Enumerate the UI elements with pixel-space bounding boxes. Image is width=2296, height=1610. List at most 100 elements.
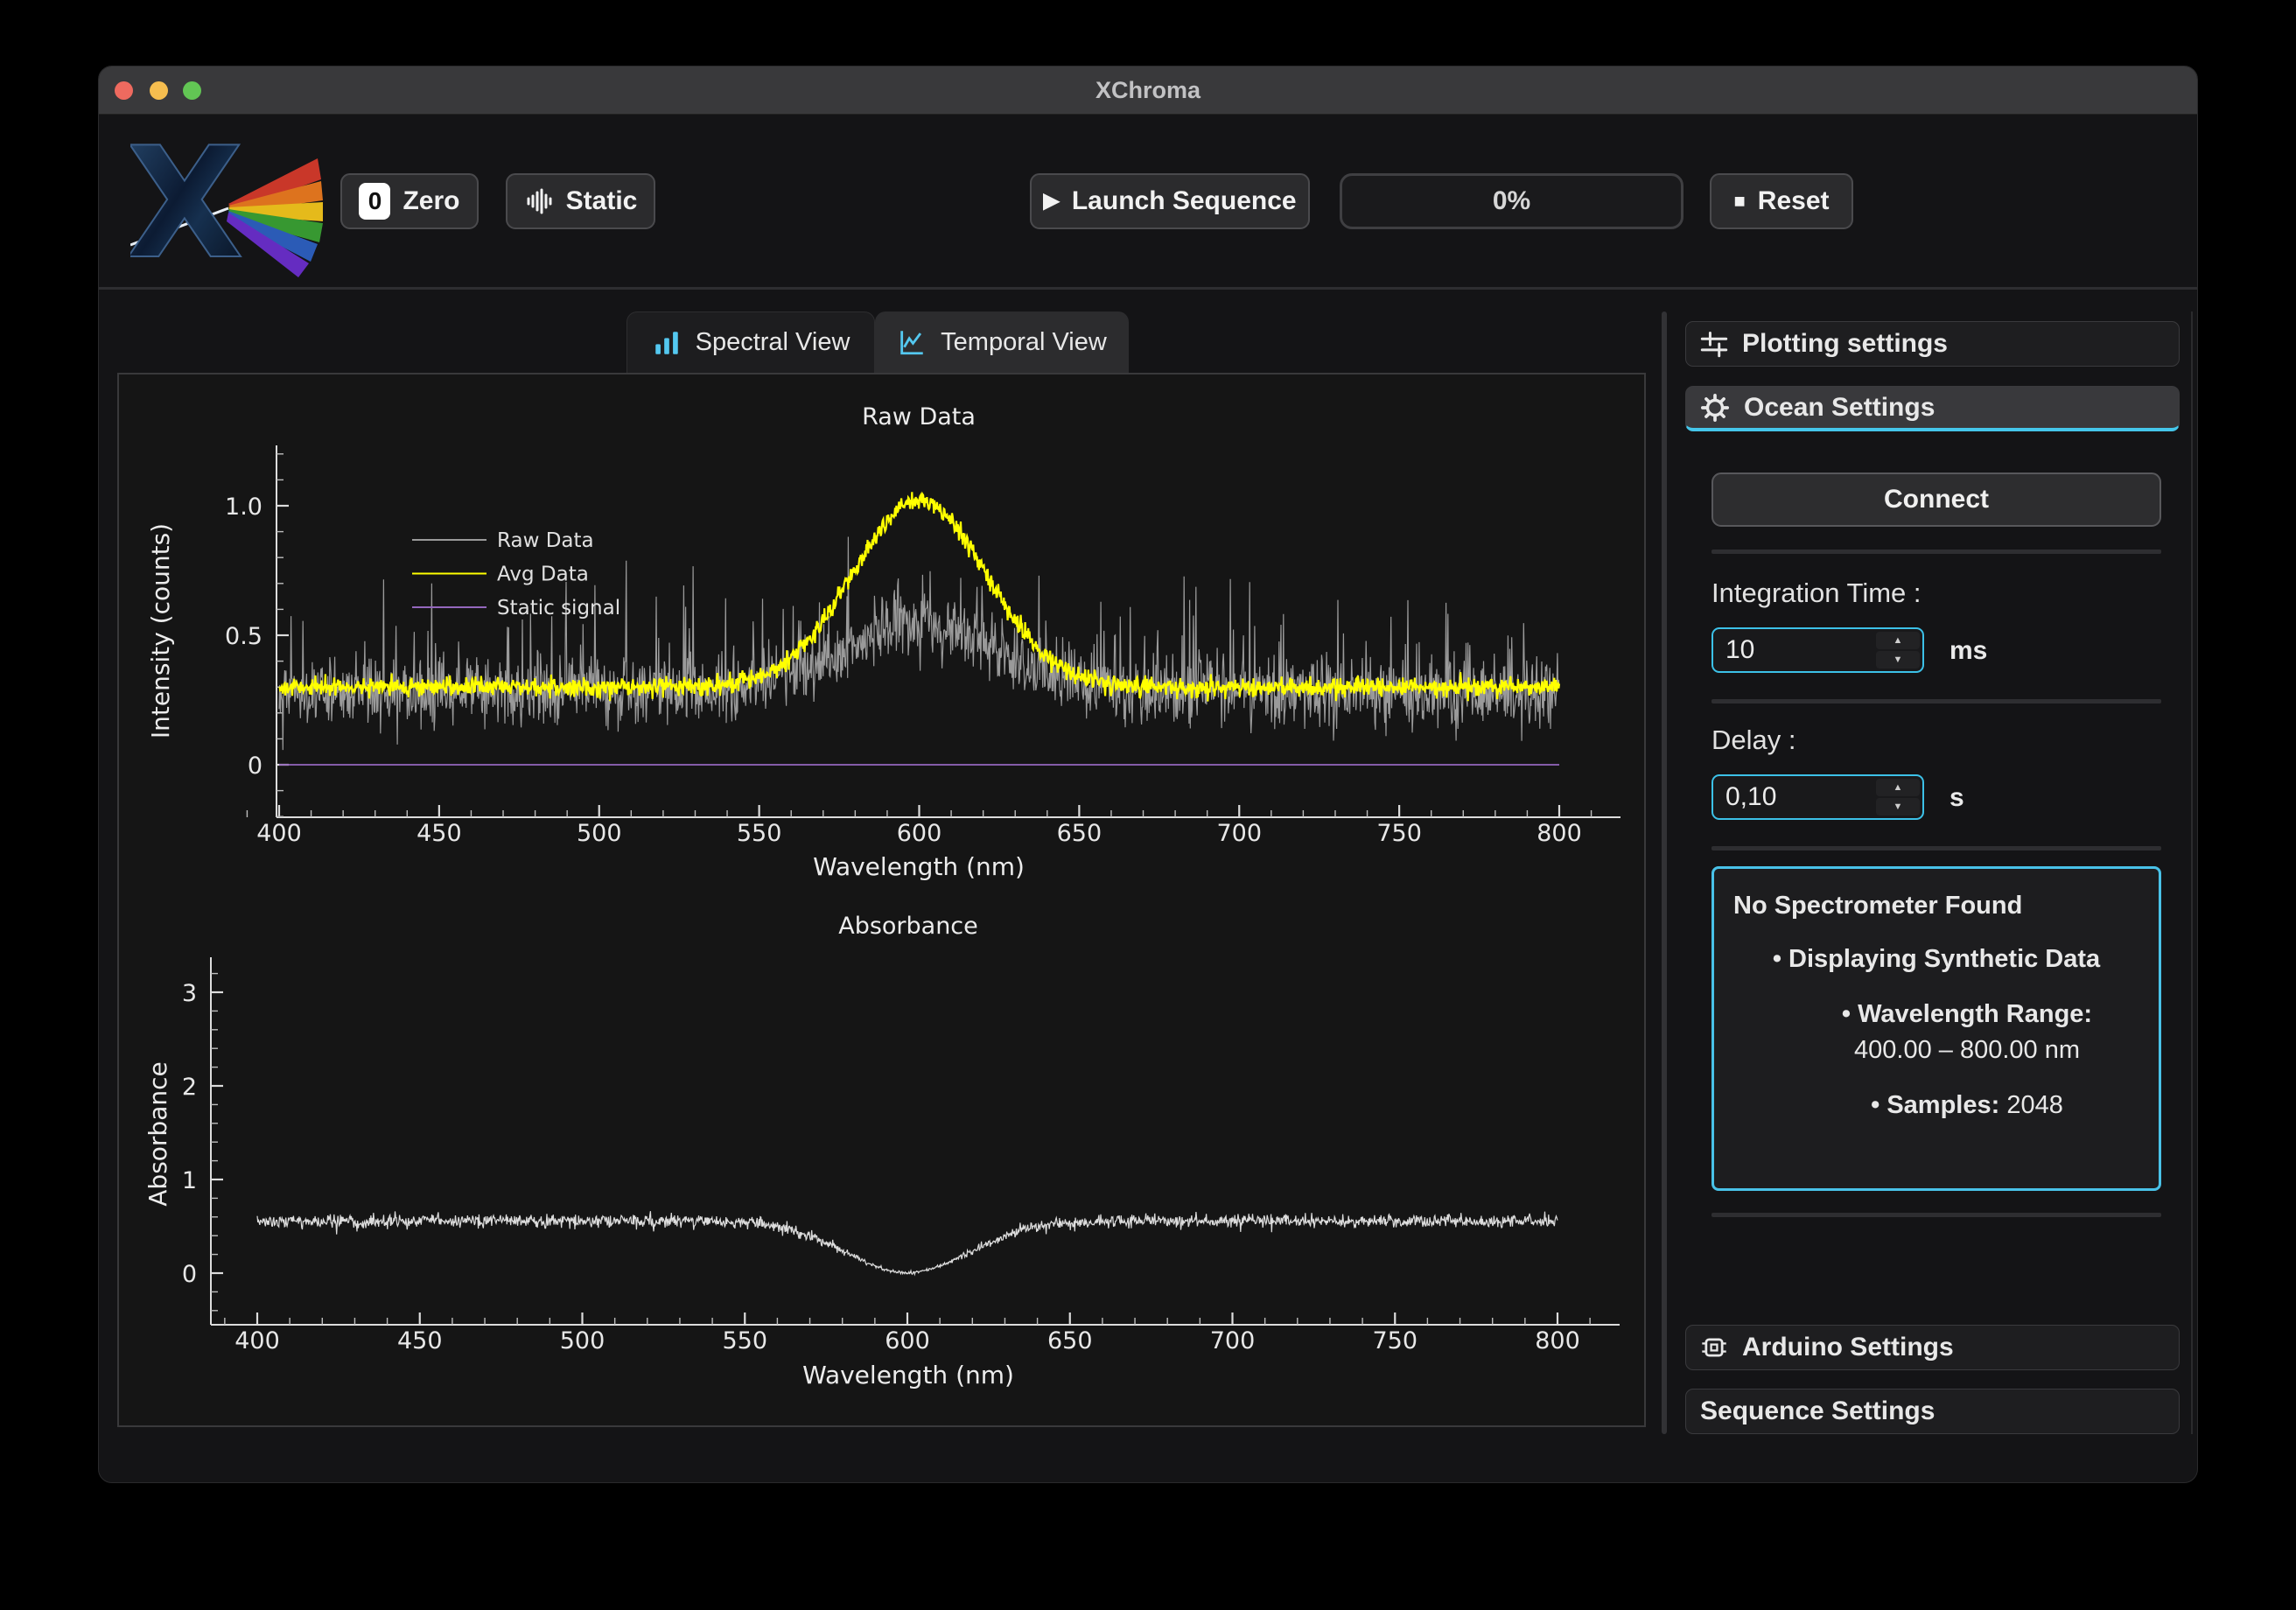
zero-icon: 0: [359, 183, 391, 220]
svg-text:Absorbance: Absorbance: [838, 913, 978, 940]
connect-button[interactable]: Connect: [1712, 472, 2161, 527]
window-title: XChroma: [1095, 77, 1201, 103]
svg-text:550: 550: [737, 820, 782, 847]
integration-unit-label: ms: [1950, 636, 1988, 665]
separator: [1712, 846, 2161, 850]
svg-text:800: 800: [1536, 820, 1582, 847]
panel-splitter-handle[interactable]: [1662, 312, 1667, 1434]
status-synthetic-data: • Displaying Synthetic Data: [1772, 945, 2101, 973]
spin-down-icon[interactable]: ▼: [1876, 798, 1920, 816]
plotting-settings-label: Plotting settings: [1742, 329, 1948, 358]
accordion-sequence-settings[interactable]: Sequence Settings: [1685, 1389, 2180, 1434]
stop-icon: ■: [1733, 190, 1746, 212]
delay-label: Delay :: [1712, 724, 1796, 755]
chip-icon: [1702, 1338, 1726, 1357]
svg-text:Wavelength (nm): Wavelength (nm): [813, 852, 1025, 881]
separator: [1712, 550, 2161, 554]
sequence-progress-bar: 0%: [1340, 173, 1684, 229]
status-wavelength-label: • Wavelength Range:: [1841, 1000, 2093, 1028]
accordion-plotting-settings[interactable]: Plotting settings: [1685, 321, 2180, 367]
svg-text:400: 400: [256, 820, 302, 847]
progress-percent: 0%: [1492, 186, 1531, 215]
separator: [1712, 699, 2161, 704]
svg-text:500: 500: [577, 820, 622, 847]
connect-button-label: Connect: [1884, 485, 1989, 514]
svg-text:2: 2: [182, 1074, 197, 1101]
status-samples-label: • Samples:: [1871, 1091, 2000, 1119]
play-icon: ▶: [1043, 189, 1060, 213]
launch-sequence-button[interactable]: ▶ Launch Sequence: [1030, 173, 1310, 229]
status-samples-value: 2048: [2006, 1091, 2063, 1119]
tab-spectral-view[interactable]: Spectral View: [626, 312, 875, 373]
minimize-window-icon[interactable]: [150, 81, 168, 100]
xchroma-logo: X: [130, 118, 323, 286]
svg-text:650: 650: [1057, 820, 1102, 847]
spin-up-icon[interactable]: ▲: [1876, 779, 1920, 796]
svg-text:Static signal: Static signal: [497, 597, 620, 620]
svg-text:0: 0: [248, 752, 262, 780]
bar-chart-icon: [654, 331, 678, 354]
tab-temporal-label: Temporal View: [941, 327, 1107, 356]
reset-button-label: Reset: [1757, 186, 1830, 215]
line-chart-icon: [900, 331, 923, 355]
zero-button[interactable]: 0 Zero: [340, 173, 479, 229]
spin-down-icon[interactable]: ▼: [1876, 651, 1920, 668]
arduino-settings-label: Arduino Settings: [1742, 1333, 1954, 1362]
svg-text:550: 550: [722, 1327, 767, 1354]
svg-text:450: 450: [397, 1327, 443, 1354]
delay-input[interactable]: [1713, 776, 1873, 818]
toolbar-divider: [99, 287, 2197, 290]
integration-time-input[interactable]: [1713, 629, 1873, 671]
svg-text:Wavelength (nm): Wavelength (nm): [802, 1361, 1014, 1390]
svg-text:0.5: 0.5: [225, 623, 262, 650]
svg-text:700: 700: [1216, 820, 1262, 847]
svg-text:0: 0: [182, 1261, 197, 1288]
svg-text:700: 700: [1210, 1327, 1256, 1354]
status-title: No Spectrometer Found: [1733, 892, 2023, 920]
svg-text:Avg Data: Avg Data: [497, 564, 589, 586]
svg-text:Absorbance: Absorbance: [144, 1061, 172, 1206]
plot-panel: 400 450 500 550 600 650 700 750 800 0 0.5 1.0 Raw Da…: [117, 373, 1646, 1427]
svg-text:400: 400: [234, 1327, 280, 1354]
accordion-ocean-settings[interactable]: Ocean Settings: [1685, 386, 2180, 431]
reset-button[interactable]: ■ Reset: [1710, 173, 1853, 229]
svg-text:500: 500: [560, 1327, 606, 1354]
toolbar: X 0 Zero Static ▶ Launch Sequence 0% ■: [99, 115, 2197, 287]
spectral-charts: 400 450 500 550 600 650 700 750 800 0 0.5 1.0 Raw Da…: [144, 403, 1620, 1390]
svg-text:800: 800: [1535, 1327, 1580, 1354]
spin-buttons: ▲ ▼: [1873, 629, 1922, 671]
svg-text:750: 750: [1376, 820, 1422, 847]
waveform-icon: [527, 188, 552, 214]
tab-temporal-view[interactable]: Temporal View: [875, 312, 1129, 373]
svg-text:600: 600: [885, 1327, 930, 1354]
sequence-settings-label: Sequence Settings: [1700, 1396, 1936, 1425]
svg-text:450: 450: [416, 820, 462, 847]
settings-sidebar: Plotting settings Ocean Settings Connect…: [1685, 312, 2180, 1449]
maximize-window-icon[interactable]: [183, 81, 201, 100]
zero-button-label: Zero: [402, 186, 460, 215]
svg-text:1: 1: [182, 1167, 197, 1194]
delay-unit-label: s: [1950, 783, 1964, 812]
sliders-icon: [1700, 331, 1728, 358]
status-samples: • Samples: 2048: [1733, 1091, 2139, 1120]
svg-text:750: 750: [1372, 1327, 1418, 1354]
svg-text:Intensity (counts): Intensity (counts): [146, 523, 175, 738]
separator: [1712, 1213, 2161, 1217]
static-button-label: Static: [565, 186, 638, 215]
integration-time-spinbox[interactable]: ▲ ▼: [1712, 627, 1924, 673]
close-window-icon[interactable]: [115, 81, 133, 100]
spin-up-icon[interactable]: ▲: [1876, 632, 1920, 649]
svg-text:Raw Data: Raw Data: [862, 403, 976, 430]
svg-text:X: X: [130, 118, 243, 286]
launch-sequence-label: Launch Sequence: [1071, 186, 1297, 215]
gear-icon: [1700, 393, 1730, 422]
spectrometer-status-box: No Spectrometer Found • Displaying Synth…: [1712, 866, 2161, 1191]
delay-spinbox[interactable]: ▲ ▼: [1712, 774, 1924, 820]
title-bar: XChroma: [99, 66, 2197, 115]
svg-text:1.0: 1.0: [225, 494, 262, 521]
accordion-arduino-settings[interactable]: Arduino Settings: [1685, 1325, 2180, 1370]
sidebar-edge-line: [2191, 312, 2193, 1434]
app-window: XChroma X 0 Zero: [98, 66, 2198, 1483]
static-button[interactable]: Static: [506, 173, 655, 229]
svg-text:650: 650: [1047, 1327, 1093, 1354]
